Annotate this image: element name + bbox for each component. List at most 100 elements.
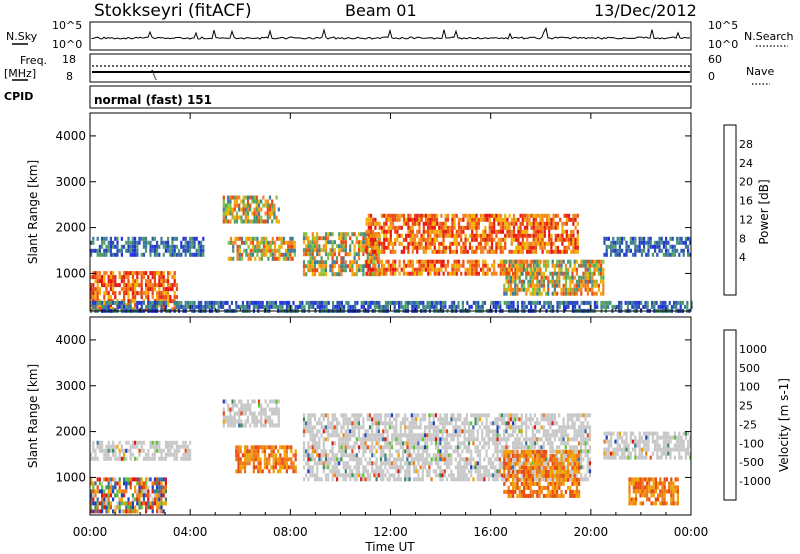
velocity-data-cell [377,429,380,434]
velocity-data-cell [222,407,225,412]
velocity-data-cell [379,449,383,454]
velocity-data-cell [371,445,374,450]
velocity-data-cell [340,449,343,454]
velocity-data-cell [322,465,325,470]
power-data-cell [515,217,518,222]
power-data-cell [103,279,106,284]
power-data-cell [96,283,99,288]
power-data-cell [574,241,577,246]
power-data-cell [366,244,369,249]
power-data-cell [322,264,325,269]
velocity-data-cell [160,489,163,494]
velocity-data-cell [158,509,161,514]
beam-label: Beam 01 [345,1,417,20]
velocity-data-cell [344,441,347,446]
velocity-data-cell [441,433,444,438]
velocity-data-cell [531,445,534,450]
power-data-cell [433,249,436,254]
velocity-data-cell [294,449,297,454]
velocity-data-cell [309,425,312,430]
power-data-cell [261,304,264,309]
velocity-data-cell [426,441,429,446]
velocity-data-cell [419,417,422,422]
velocity-data-cell [404,429,407,434]
nsky-trace-line [91,26,691,40]
power-data-cell [673,248,676,253]
power-data-cell [129,300,132,305]
power-data-cell [473,263,476,268]
velocity-data-cell [408,469,411,474]
power-data-cell [572,241,575,246]
power-data-cell [200,252,203,257]
velocity-data-cell [129,481,132,486]
power-data-cell [521,213,524,218]
velocity-data-cell [397,457,400,462]
velocity-data-cell [441,453,444,458]
power-data-cell [200,300,203,305]
power-data-cell [394,217,397,222]
power-data-cell [477,245,480,250]
power-data-cell [288,304,291,309]
power-data-cell [538,287,541,292]
velocity-data-cell [252,469,255,474]
velocity-data-cell [542,413,545,418]
velocity-data-cell [96,456,99,461]
power-data-cell [380,271,384,276]
power-data-cell [238,215,241,220]
power-data-cell [621,236,624,241]
power-data-cell [356,300,359,305]
power-data-cell [687,252,690,257]
power-data-cell [305,244,308,249]
power-data-cell [563,237,566,242]
power-data-cell [227,199,230,204]
power-data-cell [332,300,335,305]
power-data-cell [127,271,130,276]
velocity-data-cell [514,429,517,434]
power-data-cell [444,245,447,250]
velocity-data-cell [158,489,161,494]
power-data-cell [597,263,600,268]
velocity-data-cell [357,469,361,474]
velocity-data-cell [107,481,110,486]
velocity-data-cell [114,448,117,453]
power-data-cell [307,264,310,269]
velocity-data-cell [461,421,464,426]
velocity-data-cell [443,449,446,454]
velocity-data-cell [261,469,264,474]
power-data-cell [477,221,480,226]
power-data-cell [291,248,294,253]
velocity-data-cell [237,465,240,470]
velocity-data-cell [500,421,504,426]
power-data-cell [493,267,496,272]
velocity-data-cell [516,413,519,418]
power-data-cell [589,267,592,272]
power-data-cell [197,300,200,305]
velocity-data-cell [505,441,508,446]
power-data-cell [313,244,317,249]
power-data-cell [523,217,527,222]
power-data-cell [418,237,421,242]
power-data-cell [571,275,574,280]
velocity-data-cell [249,411,252,416]
power-data-cell [499,267,502,272]
power-data-cell [285,304,288,309]
power-data-cell [512,229,516,234]
velocity-data-cell [386,441,389,446]
velocity-data-cell [527,425,530,430]
power-data-cell [486,237,489,242]
power-data-cell [519,241,522,246]
power-data-cell [413,221,417,226]
power-data-cell [251,248,255,253]
velocity-data-cell [277,469,280,474]
power-data-cell [182,244,185,249]
velocity-data-cell [322,441,325,446]
power-data-cell [105,304,108,309]
power-data-cell [431,263,434,268]
velocity-data-cell [415,413,418,418]
velocity-data-cell [270,449,273,454]
power-data-cell [322,248,325,253]
power-data-cell [140,300,143,305]
power-data-cell [90,248,93,253]
power-data-cell [145,271,148,276]
velocity-data-cell [423,465,427,470]
